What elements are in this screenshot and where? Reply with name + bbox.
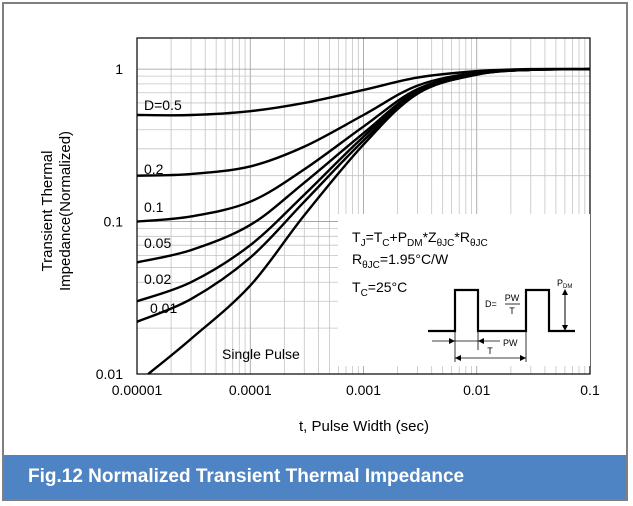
series-label-6: Single Pulse	[222, 346, 300, 362]
x-tick-label: 0.0001	[229, 382, 272, 398]
series-line-6	[147, 67, 591, 375]
series-label-0: D=0.5	[144, 97, 182, 113]
x-axis-title: t, Pulse Width (sec)	[299, 418, 429, 435]
y-tick-label: 0.1	[104, 214, 124, 230]
x-tick-label: 0.1	[580, 382, 600, 398]
pw-dim-label: PW	[503, 338, 518, 348]
series-label-1: 0.2	[144, 161, 164, 177]
duty-numerator: PW	[505, 293, 520, 303]
y-axis-title-line1: Transient Thermal	[39, 151, 56, 272]
pdm-arrow-bottom	[562, 325, 568, 331]
pdm-arrow-top	[562, 289, 568, 295]
rth-value: RθJC=1.95°C/W	[352, 251, 449, 271]
x-tick-label: 0.01	[463, 382, 490, 398]
x-tick-labels: 0.00001 0.0001 0.001 0.01 0.1	[112, 382, 600, 398]
t-dim-label: T	[487, 346, 493, 356]
x-tick-label: 0.001	[346, 382, 381, 398]
x-tick-label: 0.00001	[112, 382, 163, 398]
formula-tj: TJ=TC+PDM*ZθJC*RθJC	[352, 229, 488, 249]
pulse-waveform	[428, 288, 575, 333]
pdm-label: PDM	[557, 278, 572, 290]
y-tick-label: 0.01	[96, 366, 123, 382]
figure-caption: Fig.12 Normalized Transient Thermal Impe…	[4, 455, 626, 499]
duty-denominator: T	[509, 306, 515, 316]
y-axis-title-line2: Impedance(Normalized)	[57, 131, 74, 291]
series-label-5: 0.01	[150, 300, 177, 316]
duty-label: D=	[485, 299, 497, 309]
pulse-inset	[428, 288, 575, 362]
tc-value: TC=25°C	[352, 279, 407, 299]
series-label-3: 0.05	[144, 235, 171, 251]
plot-border	[136, 37, 591, 375]
t-arrowhead-left	[455, 355, 461, 361]
pw-arrowhead-left	[449, 338, 455, 344]
pw-arrowhead-right	[478, 338, 484, 344]
t-arrowhead-right	[520, 355, 526, 361]
y-tick-labels: 1 0.1 0.01	[96, 61, 123, 382]
series-curves	[136, 67, 591, 375]
series-label-4: 0.02	[144, 271, 171, 287]
series-labels: D=0.5 0.2 0.1 0.05 0.02 0.01 Single Pulse	[144, 97, 300, 362]
y-tick-label: 1	[115, 61, 123, 77]
series-label-2: 0.1	[144, 199, 164, 215]
